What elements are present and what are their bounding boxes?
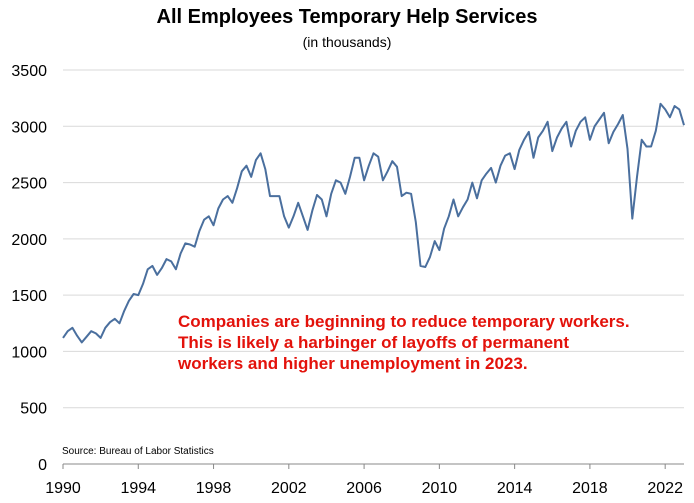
gridlines [63, 69, 684, 409]
x-tick-label: 2014 [497, 480, 533, 497]
y-tick-label: 1000 [11, 344, 47, 361]
series-line-0 [62, 102, 685, 344]
y-tick-label: 2500 [11, 176, 47, 193]
x-tick-label: 1998 [196, 480, 232, 497]
annotation-line-2: This is likely a harbinger of layoffs of… [178, 333, 570, 352]
y-axis-ticks: 0 500 1000 1500 2000 2500 3000 3500 [11, 63, 47, 474]
x-tick-label: 2010 [422, 480, 458, 497]
y-tick-label: 500 [20, 401, 47, 418]
y-tick-label: 3000 [11, 119, 47, 136]
chart-subtitle: (in thousands) [302, 34, 392, 50]
x-tick-label: 2002 [271, 480, 307, 497]
chart-title: All Employees Temporary Help Services [156, 6, 538, 28]
y-tick-label: 2000 [11, 232, 47, 249]
y-tick-label: 0 [38, 457, 47, 474]
x-tick-label: 1994 [120, 480, 156, 497]
annotation: Companies are beginning to reduce tempor… [178, 311, 678, 374]
x-axis-ticks: 1990 1994 1998 2002 2006 2010 2014 2018 2022 [45, 464, 683, 497]
x-tick-label: 2018 [572, 480, 608, 497]
annotation-line-3: workers and higher unemployment in 2023. [178, 354, 528, 373]
annotation-line-1: Companies are beginning to reduce tempor… [178, 312, 630, 331]
x-tick-label: 2022 [647, 480, 683, 497]
y-tick-label: 3500 [11, 63, 47, 80]
x-tick-label: 1990 [45, 480, 81, 497]
source-note: Source: Bureau of Labor Statistics [62, 446, 214, 457]
series-layer [62, 102, 685, 344]
y-tick-label: 1500 [11, 288, 47, 305]
x-tick-label: 2006 [346, 480, 382, 497]
